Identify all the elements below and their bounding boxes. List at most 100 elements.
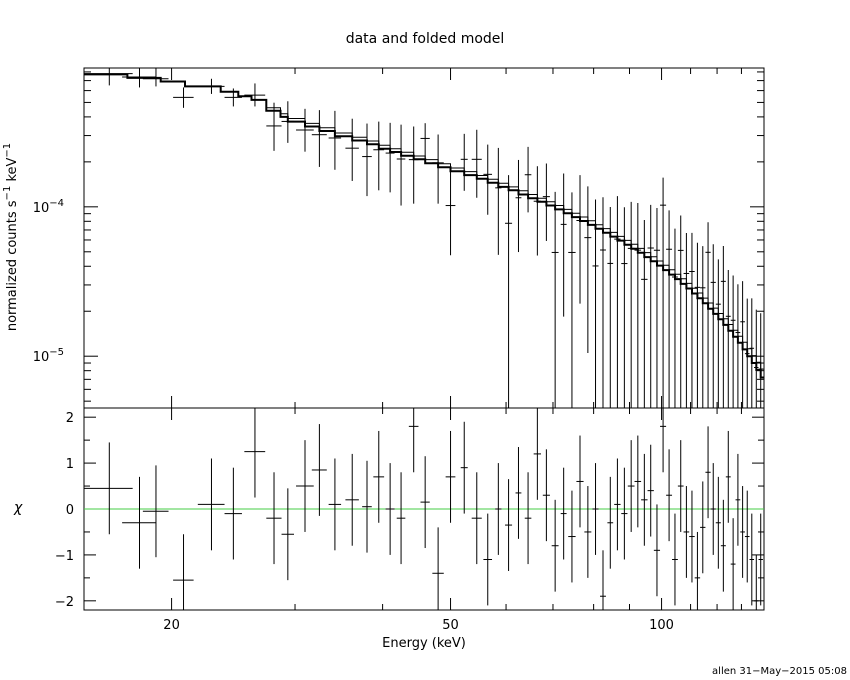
data-point (749, 298, 755, 408)
data-point (576, 175, 584, 304)
data-point (224, 88, 242, 107)
residual-point (725, 430, 731, 523)
data-point (621, 207, 628, 408)
data-point (432, 134, 444, 204)
data-point (641, 220, 648, 408)
residual-point (720, 499, 726, 592)
model-curve-thick (84, 73, 764, 379)
y-tick-label: 2 (66, 411, 74, 426)
data-point (533, 166, 542, 256)
data-point (600, 197, 606, 408)
residual-point (345, 453, 359, 546)
data-point (735, 284, 741, 408)
residual-point (84, 442, 133, 535)
data-point (385, 122, 395, 193)
residual-point (505, 479, 513, 571)
residual-point (515, 447, 522, 539)
lower-y-axis-label: χ (13, 500, 23, 516)
data-point (142, 68, 169, 87)
data-point (672, 228, 678, 408)
chart-title: data and folded model (346, 31, 505, 47)
residual-point (677, 440, 684, 532)
residual-point (754, 554, 759, 610)
residual-point (653, 504, 661, 597)
residual-point (683, 486, 690, 578)
data-point (266, 102, 282, 151)
residual-point (666, 449, 673, 542)
data-point (647, 204, 654, 408)
residual-point (730, 518, 736, 610)
residual-point (705, 426, 711, 519)
residual-point (647, 444, 654, 537)
x-tick-label: 50 (442, 618, 459, 633)
residual-point (483, 513, 493, 606)
data-point (758, 313, 763, 408)
data-point (710, 244, 716, 408)
residual-point (432, 527, 444, 610)
data-point (607, 206, 614, 408)
y-tick-label: −2 (55, 595, 74, 610)
data-point (122, 68, 156, 88)
data-point (634, 203, 642, 408)
residual-point (197, 458, 225, 551)
residual-point (758, 513, 763, 606)
data-point (362, 123, 372, 197)
data-point (524, 146, 532, 213)
data-point (694, 242, 701, 408)
residual-point (749, 513, 755, 606)
data-point (460, 133, 468, 191)
x-tick-label: 100 (649, 618, 674, 633)
residual-point (533, 408, 542, 500)
data-point (568, 192, 576, 408)
data-point (244, 83, 266, 107)
residual-point (694, 531, 701, 610)
data-point (705, 222, 711, 408)
y-tick-label: 10−5 (33, 347, 64, 365)
y-tick-label: 10−4 (33, 198, 64, 216)
residual-point (524, 472, 532, 565)
residual-point (740, 486, 745, 578)
data-point (720, 245, 726, 408)
data-point (445, 171, 456, 256)
data-point (420, 123, 430, 160)
data-point (281, 101, 295, 143)
data-point (689, 232, 695, 408)
data-point (483, 144, 493, 215)
y-tick-label: 0 (66, 503, 74, 518)
upper-y-axis-label-text: normalized counts s−1 keV−1 (2, 143, 20, 331)
data-point (614, 196, 621, 408)
residual-point (311, 424, 327, 516)
residual-points (84, 408, 763, 610)
data-point (408, 126, 419, 204)
residual-point (735, 453, 741, 546)
data-point (373, 121, 385, 191)
y-tick-label: 1 (66, 457, 74, 472)
upper-panel: 10−4 10−5 (33, 67, 765, 409)
residual-point (689, 490, 695, 583)
data-point (173, 87, 194, 108)
data-point (725, 269, 731, 408)
residual-point (660, 408, 667, 473)
residual-point (244, 408, 266, 498)
data-point (754, 309, 759, 408)
data-point (345, 118, 359, 181)
data-point (551, 191, 559, 408)
x-tick-label: 20 (163, 618, 180, 633)
data-point (730, 275, 736, 408)
residual-point (224, 467, 242, 560)
data-point (627, 201, 635, 408)
data-points (84, 68, 763, 408)
residual-point (142, 465, 169, 558)
lower-panel-axes: 20 50 100 2 1 0 −1 −2 (55, 408, 765, 633)
data-point (592, 199, 599, 408)
footer-stamp: allen 31−May−2015 05:08 (712, 666, 847, 677)
residual-point (627, 440, 635, 532)
upper-panel-axes: 10−4 10−5 (33, 68, 765, 408)
residual-point (634, 435, 642, 528)
residual-point (445, 430, 456, 523)
residual-point (715, 476, 721, 569)
data-point (653, 207, 661, 408)
data-point (495, 147, 502, 255)
residual-point (621, 467, 628, 560)
data-point (677, 215, 684, 408)
